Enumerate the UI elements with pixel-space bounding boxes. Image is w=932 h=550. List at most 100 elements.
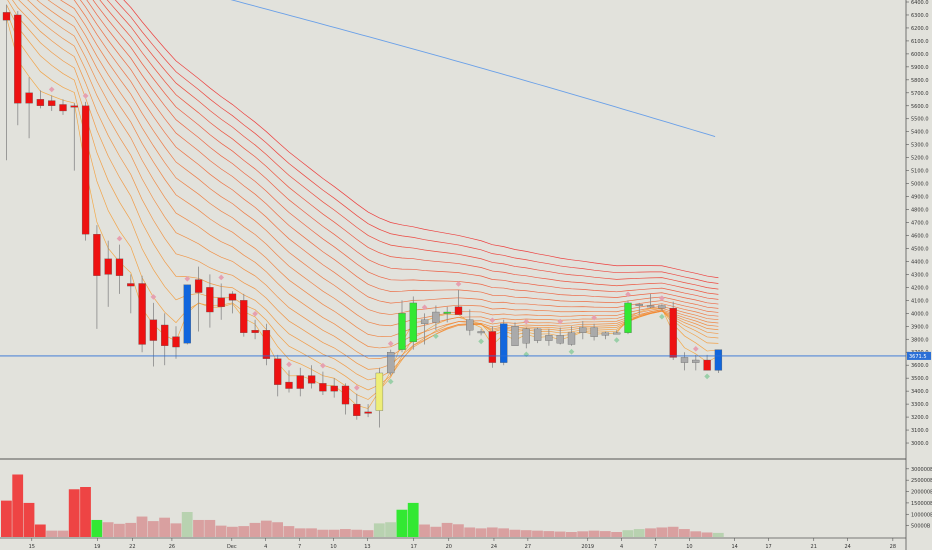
volume-bar xyxy=(701,532,713,537)
volume-bar xyxy=(656,527,668,537)
volume-bar xyxy=(306,528,317,537)
y-tick-label: 5300.0 xyxy=(911,143,929,149)
x-tick-label: 14 xyxy=(731,544,737,550)
signal-diamond xyxy=(421,304,428,311)
candle-body xyxy=(364,411,372,414)
y-tick-label: 4500.0 xyxy=(911,246,929,252)
volume-bar xyxy=(193,519,204,537)
candle-body xyxy=(14,14,22,104)
y-tick-label: 5100.0 xyxy=(911,169,929,175)
volume-bar xyxy=(57,530,69,537)
signal-diamond xyxy=(489,317,496,324)
volume-tick-label: 100000B xyxy=(911,512,932,518)
y-tick-label: 5800.0 xyxy=(911,78,929,84)
ma-ribbon-line xyxy=(6,11,719,400)
ma-ribbon-line xyxy=(86,0,719,305)
volume-bar xyxy=(464,527,476,537)
candle-body xyxy=(319,383,327,392)
signal-diamond xyxy=(659,313,665,320)
y-tick-label: 5900.0 xyxy=(911,65,929,71)
candle-body xyxy=(138,283,146,345)
candle-body xyxy=(511,326,519,346)
x-tick-label: 17 xyxy=(411,544,417,550)
x-tick-label: 15 xyxy=(29,544,35,550)
x-tick-label: 28 xyxy=(890,544,896,550)
x-tick-label: 17 xyxy=(765,544,771,550)
y-tick-label: 4400.0 xyxy=(911,259,929,265)
volume-bar xyxy=(430,526,442,537)
candle-body xyxy=(703,359,711,371)
signal-diamond xyxy=(557,318,564,325)
candle-body xyxy=(680,357,689,363)
ma-ribbon-line xyxy=(79,0,719,309)
ma-ribbon-line xyxy=(7,0,719,381)
volume-bar xyxy=(453,524,464,537)
volume-bar xyxy=(272,522,283,537)
last-price-tag xyxy=(907,351,931,360)
y-tick-label: 6200.0 xyxy=(911,26,929,32)
candle-body xyxy=(240,300,248,333)
signal-diamond xyxy=(150,294,157,300)
y-tick-label: 5400.0 xyxy=(911,130,929,136)
volume-bar xyxy=(396,509,408,537)
candle-body xyxy=(217,297,225,307)
signal-diamond xyxy=(659,295,665,302)
volume-bar xyxy=(520,530,532,537)
y-tick-label: 5000.0 xyxy=(911,182,929,188)
volume-bar xyxy=(215,525,227,537)
x-tick-label: 4 xyxy=(620,544,623,550)
y-tick-label: 3400.0 xyxy=(911,389,929,395)
y-tick-label: 5500.0 xyxy=(911,117,929,123)
volume-bar xyxy=(611,532,622,537)
volume-bar xyxy=(147,521,159,537)
volume-bar xyxy=(554,531,566,537)
x-tick-label: 24 xyxy=(491,544,497,550)
ma-ribbon-line xyxy=(36,0,719,338)
signal-diamond xyxy=(353,384,360,391)
volume-bar xyxy=(373,523,385,537)
volume-bar xyxy=(170,523,182,537)
candle-body xyxy=(692,359,700,363)
x-tick-label: 2019 xyxy=(581,544,594,550)
candle-body xyxy=(556,335,564,344)
candle-body xyxy=(262,330,271,359)
volume-bar xyxy=(91,519,103,537)
candle-body xyxy=(420,319,429,324)
candle-body xyxy=(409,302,417,343)
volume-bar xyxy=(486,527,498,537)
ma-ribbon xyxy=(6,0,719,410)
x-tick-label: 7 xyxy=(654,544,657,550)
candle-body xyxy=(59,104,67,112)
candle-body xyxy=(533,328,542,341)
signal-diamond xyxy=(320,362,326,369)
candle-body xyxy=(398,313,406,350)
volume-tick-label: 250000B xyxy=(911,478,932,484)
y-tick-label: 3500.0 xyxy=(911,376,929,382)
signal-diamond xyxy=(523,318,530,325)
x-tick-label: 26 xyxy=(169,544,175,550)
candle-body xyxy=(183,284,191,344)
signal-diamond xyxy=(433,333,439,340)
candle-body xyxy=(194,279,203,293)
y-tick-label: 3000.0 xyxy=(911,441,929,447)
volume-bar xyxy=(249,522,261,537)
candle-body xyxy=(81,105,90,235)
y-tick-label: 6100.0 xyxy=(911,39,929,45)
candle-body xyxy=(2,12,11,21)
candle-body xyxy=(443,311,451,314)
x-tick-label: Dec xyxy=(227,544,237,550)
candle-body xyxy=(70,105,78,108)
volume-bar xyxy=(136,516,148,537)
volume-bar xyxy=(238,526,250,537)
volume-bar xyxy=(34,524,46,537)
x-tick-label: 10 xyxy=(686,544,692,550)
signal-diamond xyxy=(218,274,225,281)
candle-body xyxy=(330,385,338,392)
y-tick-label: 5600.0 xyxy=(911,104,929,110)
candle-body xyxy=(251,330,259,333)
candle-body xyxy=(635,304,643,306)
volume-bar xyxy=(712,532,724,537)
volume-bar xyxy=(419,524,430,537)
